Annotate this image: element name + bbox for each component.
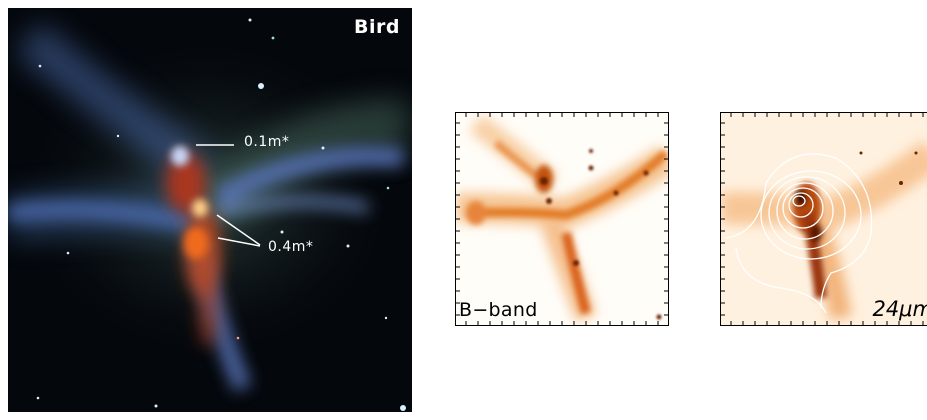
mass-label-upper: 0.1m*	[244, 134, 290, 150]
ir-image-art	[721, 113, 927, 325]
bband-image-panel: B−band	[455, 112, 669, 326]
mass-label-lower: 0.4m*	[268, 239, 314, 255]
ir-image-panel: 24μm	[720, 112, 927, 326]
ir-label: 24μm	[872, 297, 927, 321]
image-title: Bird	[354, 16, 400, 38]
bband-image-art	[456, 113, 668, 325]
bird-color-image: Bird 0.1m* 0.4m*	[8, 8, 412, 412]
bband-label: B−band	[459, 299, 538, 321]
galaxy-image-art	[8, 8, 412, 412]
